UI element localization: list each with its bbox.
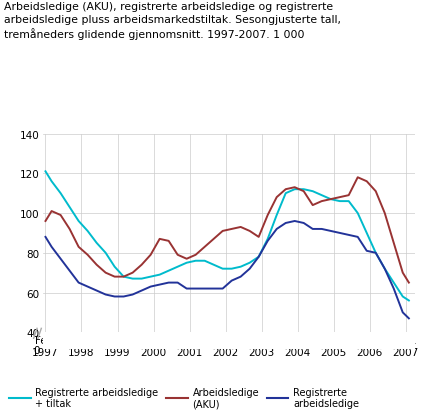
Text: Arbeidsledige (AKU), registrerte arbeidsledige og registrerte
arbeidsledige plus: Arbeidsledige (AKU), registrerte arbeids… bbox=[4, 2, 341, 40]
Legend: Registrerte arbeidsledige
+ tiltak, Arbeidsledige
(AKU), Registrerte
arbeidsledi: Registrerte arbeidsledige + tiltak, Arbe… bbox=[9, 387, 359, 408]
